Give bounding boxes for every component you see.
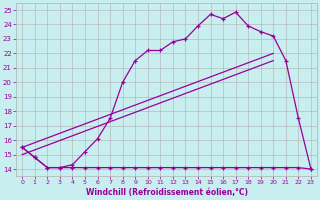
X-axis label: Windchill (Refroidissement éolien,°C): Windchill (Refroidissement éolien,°C) (85, 188, 248, 197)
